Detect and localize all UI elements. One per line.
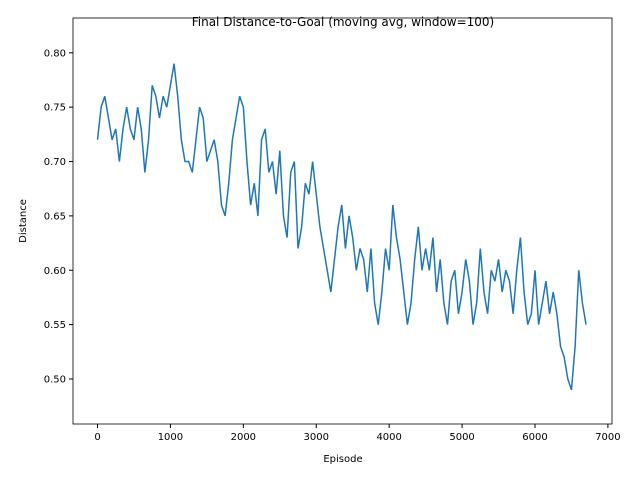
chart-title: Final Distance-to-Goal (moving avg, wind… [192,15,495,29]
y-tick-label: 0.80 [44,48,66,59]
y-tick-label: 0.65 [44,211,66,222]
x-tick-label: 3000 [304,432,329,443]
data-line [96,63,587,391]
y-tick-label: 0.75 [44,103,66,114]
x-tick-label: 2000 [231,432,256,443]
y-tick-label: 0.60 [44,266,66,277]
x-tick-label: 1000 [158,432,183,443]
y-tick-label: 0.50 [44,374,66,385]
x-tick-label: 6000 [522,432,547,443]
x-tick-label: 7000 [595,432,620,443]
x-axis-label: Episode [323,454,362,465]
x-tick-label: 0 [94,432,100,443]
y-axis-label: Distance [18,199,29,243]
x-tick-label: 5000 [449,432,474,443]
y-tick-label: 0.55 [44,320,66,331]
x-tick-label: 4000 [376,432,401,443]
y-tick-label: 0.70 [44,157,66,168]
plot-frame [72,17,613,425]
